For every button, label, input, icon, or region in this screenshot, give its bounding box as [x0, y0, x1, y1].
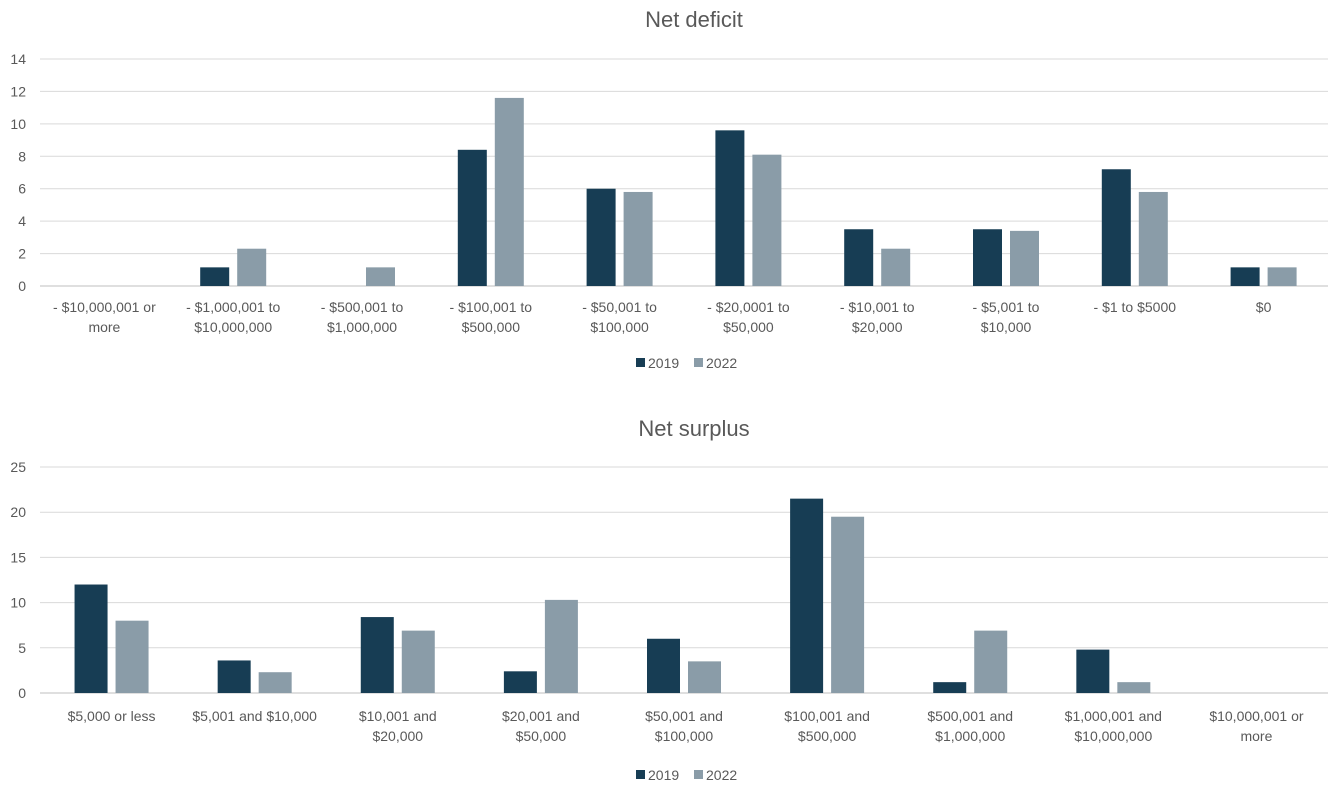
bar-2022 [494, 97, 524, 287]
x-category-label: - $20,0001 to $50,000 [707, 299, 790, 335]
x-category-label: $20,001 and $50,000 [502, 708, 580, 744]
legend: 2019 2022 [636, 767, 737, 783]
bar-2022 [544, 599, 578, 693]
chart-title: Net deficit [645, 7, 743, 32]
bar-2022 [688, 661, 721, 693]
legend: 2019 2022 [636, 355, 737, 371]
bar-2019 [217, 660, 251, 693]
bar-2019 [74, 584, 108, 693]
chart-net-surplus: Net surplus 0 5 10 15 20 25 $5,000 or less $5,00… [10, 416, 1328, 783]
y-tick-label: 15 [10, 549, 26, 565]
x-category-label: $1,000,001 and $10,000,000 [1065, 708, 1162, 744]
legend-swatch [636, 358, 645, 367]
bar-2022 [1267, 267, 1297, 286]
y-tick-label: 10 [10, 595, 26, 611]
x-category-label: $50,001 and $100,000 [645, 708, 723, 744]
legend-label: 2019 [648, 767, 679, 783]
y-tick-label: 8 [18, 148, 26, 164]
y-tick-label: 25 [10, 459, 26, 475]
x-category-label: $100,001 and $500,000 [784, 708, 870, 744]
y-tick-label: 12 [10, 83, 26, 99]
bar-2019 [973, 229, 1002, 286]
chart-net-deficit: Net deficit 0 2 4 6 8 10 12 14 - $10,000,001 or mo… [10, 7, 1328, 371]
x-category-label: $5,001 and $10,000 [192, 708, 317, 724]
x-category-label: - $500,001 to $1,000,000 [321, 299, 404, 335]
legend-swatch [694, 358, 703, 367]
y-tick-label: 0 [18, 278, 26, 294]
x-category-label: - $1 to $5000 [1094, 299, 1177, 315]
legend-label: 2022 [706, 355, 737, 371]
y-tick-label: 4 [18, 213, 26, 229]
bar-2019 [647, 638, 680, 693]
bar-2019 [715, 130, 745, 286]
bar-2019 [360, 617, 394, 693]
bar-2019 [1076, 649, 1110, 693]
x-category-label: - $50,001 to $100,000 [582, 299, 657, 335]
bar-2019 [200, 267, 230, 286]
bar-2022 [1010, 230, 1039, 286]
y-tick-label: 6 [18, 181, 26, 197]
x-category-label: - $1,000,001 to $10,000,000 [186, 299, 280, 335]
bar-2022 [258, 672, 292, 693]
bar-2019 [457, 149, 487, 286]
y-tick-label: 20 [10, 504, 26, 520]
y-tick-label: 2 [18, 246, 26, 262]
x-category-label: - $10,001 to $20,000 [840, 299, 915, 335]
legend-label: 2022 [706, 767, 737, 783]
bar-2022 [623, 191, 653, 286]
legend-swatch [694, 770, 703, 779]
y-tick-label: 5 [18, 640, 26, 656]
x-category-label: $10,000,001 or more [1209, 708, 1304, 744]
legend-swatch [636, 770, 645, 779]
x-category-label: $0 [1256, 299, 1272, 315]
bar-2022 [974, 630, 1008, 693]
y-tick-label: 10 [10, 116, 26, 132]
x-category-label: $5,000 or less [68, 708, 156, 724]
bar-2022 [366, 267, 395, 286]
bar-2022 [752, 154, 782, 286]
y-tick-label: 0 [18, 685, 26, 701]
x-category-label: - $5,001 to $10,000 [973, 299, 1040, 335]
bar-2022 [1138, 191, 1168, 286]
bar-2019 [503, 671, 537, 693]
x-category-label: - $100,001 to $500,000 [450, 299, 533, 335]
bar-2019 [790, 498, 824, 693]
x-category-label: - $10,000,001 or more [53, 299, 156, 335]
bar-2022 [831, 516, 865, 693]
bar-2022 [881, 248, 911, 286]
legend-label: 2019 [648, 355, 679, 371]
bar-2022 [237, 248, 267, 286]
x-category-label: $10,001 and $20,000 [359, 708, 437, 744]
y-tick-label: 14 [10, 51, 26, 67]
x-category-label: $500,001 and $1,000,000 [927, 708, 1013, 744]
bar-2019 [933, 682, 967, 693]
bar-2022 [115, 620, 149, 693]
chart-title: Net surplus [638, 416, 749, 441]
bar-2019 [1101, 169, 1131, 286]
bar-2019 [844, 229, 874, 286]
bar-2022 [1117, 682, 1151, 693]
bar-2019 [1230, 267, 1260, 286]
bar-2022 [401, 630, 435, 693]
bar-2019 [586, 188, 616, 286]
